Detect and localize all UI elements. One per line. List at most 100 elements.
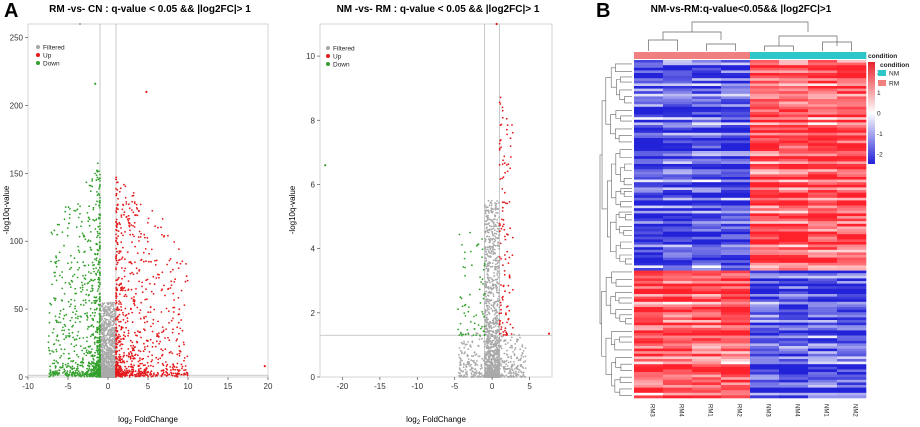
point-down [99,360,101,363]
point-down [95,296,98,299]
point-up [115,211,118,214]
row-dendrogram [599,63,632,396]
point-filtered [484,209,487,212]
point-up [118,339,120,342]
point-down [67,335,69,337]
point-filtered [467,358,470,360]
point-up [180,289,183,292]
point-filtered [107,358,109,360]
point-up [157,226,159,229]
point-up [115,294,118,296]
point-down [71,331,74,334]
point-filtered [490,358,492,361]
point-filtered [109,301,112,304]
plot1-frame [27,23,269,378]
point-down [63,314,66,317]
y-tick-label: 8 [311,116,316,125]
point-down [88,365,91,367]
point-down [63,244,65,247]
point-up [122,204,125,207]
point-filtered [494,245,497,247]
point-down [98,261,100,264]
point-filtered [491,262,494,264]
point-up [499,96,502,99]
point-up [138,240,140,242]
point-up [183,374,185,376]
point-filtered [497,270,500,273]
point-up [146,240,149,243]
point-down [55,279,58,282]
point-filtered [500,373,503,376]
point-up [127,280,130,282]
point-up [128,207,131,210]
point-filtered [104,364,107,366]
point-filtered [491,231,494,234]
point-down [99,292,101,295]
point-down [91,324,93,326]
point-up [150,290,153,293]
point-down [70,298,73,301]
point-filtered [111,344,114,347]
point-down [478,288,481,291]
point-filtered [470,366,473,369]
point-down [80,345,82,347]
point-filtered [467,363,470,366]
point-down [77,203,79,205]
point-up [145,315,147,318]
point-filtered [498,299,501,302]
point-up [150,248,153,251]
point-up [115,228,117,231]
point-filtered [493,241,495,243]
point-up [122,318,125,321]
point-down [481,238,483,240]
point-up [124,196,127,199]
point-down [97,249,100,252]
point-filtered [106,337,109,339]
point-down [48,349,51,352]
point-up [152,293,155,295]
point-down [70,266,73,269]
point-up [115,351,117,354]
point-down [97,232,99,235]
point-up [148,260,150,263]
point-filtered [484,318,487,321]
point-up [499,242,502,245]
point-filtered [103,367,105,369]
point-filtered [109,372,112,375]
point-down [95,257,98,260]
point-up [140,336,142,339]
point-up [134,331,136,334]
point-up [501,188,504,190]
point-up [173,375,176,377]
point-up [122,311,124,314]
point-down [85,293,88,296]
point-down [91,180,93,182]
point-up [138,312,141,314]
point-down [69,208,71,210]
point-down [77,317,79,320]
point-up [178,332,180,335]
point-up [118,333,120,336]
point-filtered [470,355,473,357]
point-down [68,282,70,284]
point-down [90,368,93,371]
point-down [92,267,95,270]
point-down [98,194,101,197]
point-up [172,368,175,371]
point-down [76,276,79,279]
point-filtered [490,200,493,202]
point-filtered [101,355,104,358]
point-down [51,233,54,235]
point-filtered [505,353,508,355]
point-filtered [490,327,493,330]
point-up [126,372,128,375]
point-up [118,303,120,305]
point-filtered [112,366,114,369]
point-filtered [100,350,103,353]
point-down [54,370,57,372]
point-down [95,179,98,182]
point-up [146,361,149,364]
point-down [95,259,98,262]
point-filtered [105,328,108,331]
point-up [136,375,139,378]
